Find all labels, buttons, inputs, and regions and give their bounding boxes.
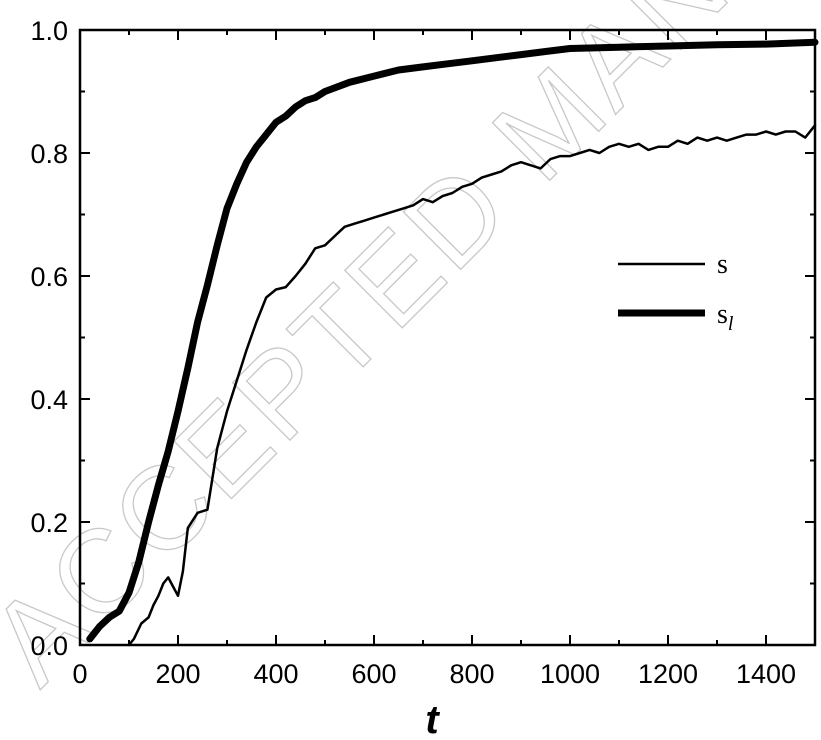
x-tick-label: 1200 [638, 659, 698, 689]
y-tick-label: 0.6 [30, 262, 68, 292]
series-line-s-l [86, 38, 819, 643]
x-tick-label: 1400 [736, 659, 796, 689]
y-tick-label: 1.0 [30, 16, 68, 46]
x-tick-label: 600 [351, 659, 396, 689]
y-tick-label: 0.4 [30, 385, 68, 415]
y-tick-label: 0.8 [30, 139, 68, 169]
x-tick-label: 0 [72, 659, 87, 689]
y-tick-label: 0.0 [30, 631, 68, 661]
legend-label-s-l: sl [717, 299, 734, 335]
x-tick-label: 800 [449, 659, 494, 689]
legend-label-s-l-main: s [717, 299, 728, 330]
x-tick-labels: 0 200 400 600 800 1000 1200 1400 [72, 659, 796, 689]
x-tick-label: 1000 [540, 659, 600, 689]
x-tick-label: 200 [155, 659, 200, 689]
legend: s sl [618, 249, 734, 335]
ticks-layer [79, 29, 815, 646]
x-tick-label: 400 [253, 659, 298, 689]
y-tick-label: 0.2 [30, 508, 68, 538]
legend-label-s: s [717, 249, 728, 280]
x-axis-title: t [425, 698, 440, 740]
series-layer [86, 38, 819, 647]
legend-label-s-l-sub: l [728, 313, 734, 335]
series-line-s [127, 124, 817, 647]
y-tick-labels: 0.0 0.2 0.4 0.6 0.8 1.0 [30, 16, 68, 661]
